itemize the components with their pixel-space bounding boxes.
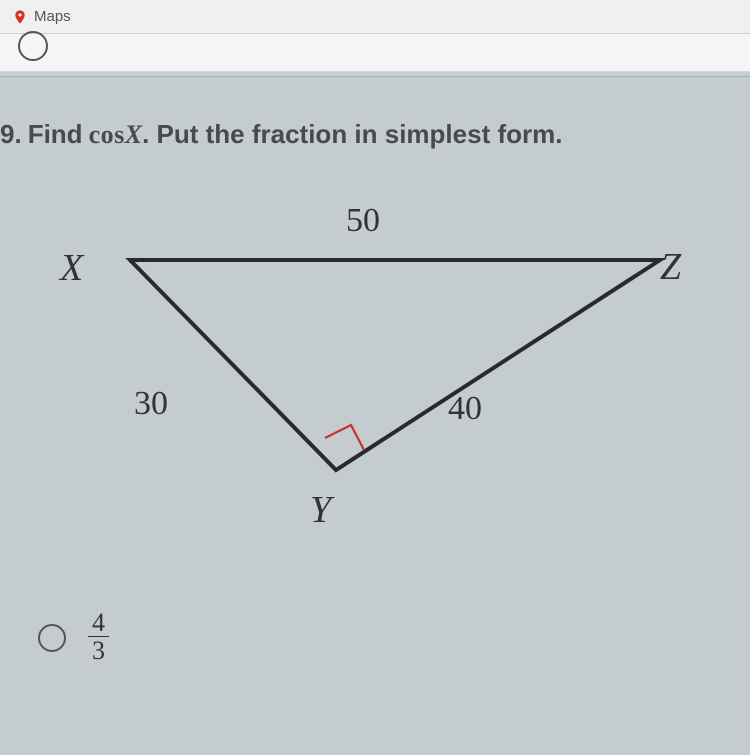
answer-option-a[interactable]: 4 3 [0,610,750,666]
question-text: 9. Find cosX . Put the fraction in simpl… [0,119,750,150]
content-area: 9. Find cosX . Put the fraction in simpl… [0,77,750,755]
question-suffix: . Put the fraction in simplest form. [142,119,562,150]
triangle-shape [130,260,660,470]
vertex-y-label: Y [310,488,331,532]
triangle-svg [50,190,750,530]
triangle-diagram: X Z Y 50 30 40 [0,190,750,570]
cos-label: cos [89,120,125,149]
question-number: 9. [0,119,22,150]
fraction-numerator: 4 [88,610,109,637]
cos-expression: cosX [89,120,143,150]
fraction-value: 4 3 [88,610,109,666]
side-xy-label: 30 [134,385,168,423]
right-angle-marker [325,425,364,450]
maps-pin-icon [12,9,28,25]
bookmark-bar: Maps [0,0,750,34]
question-prefix: Find [28,119,83,150]
vertex-z-label: Z [660,245,681,289]
side-yz-label: 40 [448,390,482,428]
fraction-denominator: 3 [88,637,109,666]
bookmark-label[interactable]: Maps [34,8,71,25]
sub-toolbar [0,34,750,72]
variable-x: X [125,120,142,149]
vertex-x-label: X [60,246,83,290]
radio-icon[interactable] [38,624,66,652]
info-circle-icon[interactable] [18,31,48,61]
side-xz-label: 50 [346,202,380,240]
